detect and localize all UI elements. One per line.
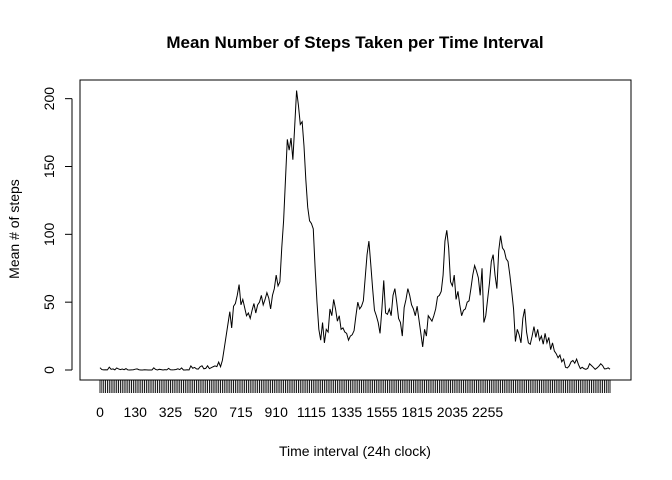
x-tick-label: 1815 — [402, 404, 433, 420]
x-tick-label: 130 — [124, 404, 148, 420]
x-tick-label: 1335 — [331, 404, 362, 420]
x-tick-label: 910 — [265, 404, 289, 420]
x-tick-label: 0 — [96, 404, 104, 420]
x-tick-label: 2255 — [472, 404, 503, 420]
y-tick-label: 100 — [41, 222, 57, 246]
x-tick-label: 520 — [194, 404, 218, 420]
plot-box — [79, 79, 632, 381]
x-tick-label: 715 — [229, 404, 253, 420]
x-tick-label: 2035 — [437, 404, 468, 420]
y-tick-label: 50 — [41, 294, 57, 310]
x-tick-label: 325 — [159, 404, 183, 420]
x-tick-label: 1115 — [297, 404, 326, 420]
y-axis-label: Mean # of steps — [6, 179, 22, 279]
x-axis: 0 130 325 520 715 910 1115 1335 1555 1815 2035 2255 — [96, 379, 611, 420]
x-tick-label: 1555 — [366, 404, 397, 420]
series-line — [99, 90, 611, 371]
x-axis-label: Time interval (24h clock) — [279, 443, 431, 459]
y-tick-label: 150 — [41, 155, 57, 179]
chart-title: Mean Number of Steps Taken per Time Inte… — [166, 33, 543, 52]
y-tick-label: 0 — [41, 366, 57, 374]
y-axis: 0 50 100 150 200 — [41, 87, 73, 374]
y-tick-label: 200 — [41, 87, 57, 111]
